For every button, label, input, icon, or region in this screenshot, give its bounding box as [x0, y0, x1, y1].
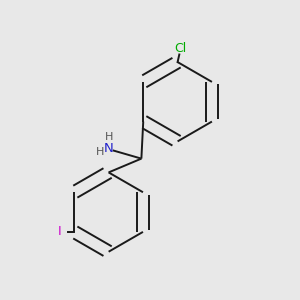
- Text: N: N: [104, 142, 113, 155]
- Text: Cl: Cl: [174, 43, 187, 56]
- Text: I: I: [58, 225, 61, 239]
- Text: H: H: [96, 147, 104, 157]
- Text: H: H: [104, 132, 113, 142]
